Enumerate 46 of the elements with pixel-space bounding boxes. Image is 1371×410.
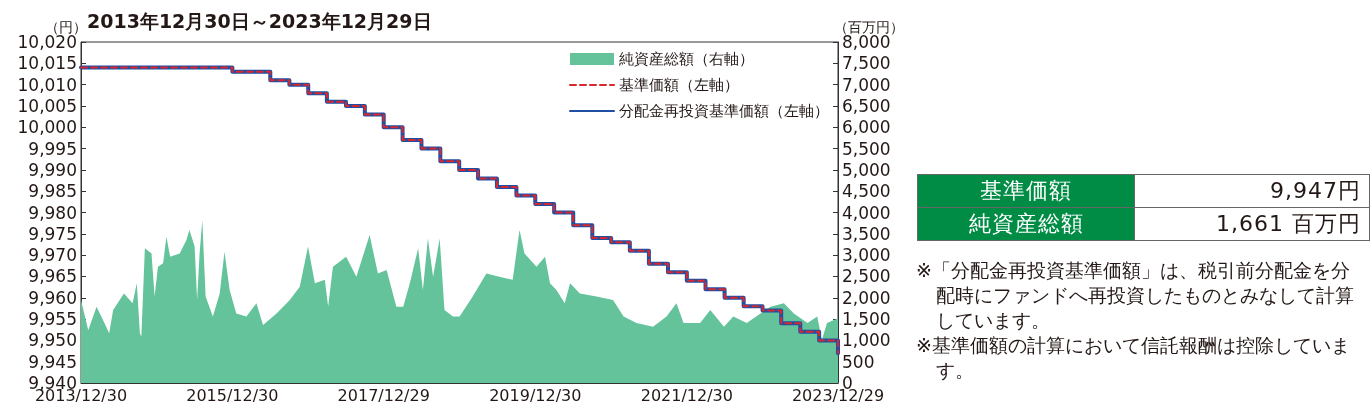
y-tick-label: 9,970 bbox=[28, 245, 77, 266]
legend-label: 基準価額（左軸） bbox=[619, 76, 739, 94]
y-tick-label: 9,950 bbox=[28, 330, 77, 351]
y2-tick-label: 5,500 bbox=[842, 138, 891, 159]
y2-tick-label: 4,500 bbox=[842, 181, 891, 202]
y-tick-label: 10,000 bbox=[17, 117, 77, 138]
y2-tick-label: 1,000 bbox=[842, 330, 891, 351]
y2-axis-title: （百万円） bbox=[834, 18, 904, 35]
y-tick-label: 9,960 bbox=[28, 287, 77, 308]
y2-tick-label: 7,000 bbox=[842, 74, 891, 95]
text: ※基準価額の計算において信託報酬は控除しています。 bbox=[916, 333, 1351, 383]
y-tick-label: 9,965 bbox=[28, 266, 77, 287]
text: 純資産総額 bbox=[917, 207, 1135, 241]
y-axis-title: （円） bbox=[45, 18, 87, 35]
y2-tick-label: 6,000 bbox=[842, 117, 891, 138]
chart-title: 2013年12月30日～2023年12月29日 bbox=[87, 9, 432, 32]
y2-tick-label: 3,000 bbox=[842, 245, 891, 266]
x-tick-label: 2015/12/30 bbox=[186, 385, 279, 405]
y2-tick-label: 500 bbox=[842, 351, 875, 372]
text: 9,947円 bbox=[1134, 174, 1370, 208]
y2-tick-label: 6,500 bbox=[842, 95, 891, 116]
x-tick-label: 2017/12/29 bbox=[337, 385, 430, 405]
text: 1,661 百万円 bbox=[1134, 207, 1370, 241]
y-tick-label: 9,955 bbox=[28, 309, 77, 330]
y-tick-label: 9,945 bbox=[28, 351, 77, 372]
y2-tick-label: 3,500 bbox=[842, 223, 891, 244]
y2-tick-label: 4,000 bbox=[842, 202, 891, 223]
y-tick-label: 9,990 bbox=[28, 159, 77, 180]
y-tick-label: 10,015 bbox=[17, 53, 77, 74]
y-tick-label: 9,980 bbox=[28, 202, 77, 223]
y2-tick-label: 2,000 bbox=[842, 287, 891, 308]
y-tick-label: 9,995 bbox=[28, 138, 77, 159]
text: ※「分配金再投資基準価額」は、税引前分配金を分配時にファンドへ再投資したものとみなして計算しています。 bbox=[916, 258, 1355, 333]
y-tick-label: 10,010 bbox=[17, 74, 77, 95]
y2-tick-label: 5,000 bbox=[842, 159, 891, 180]
x-tick-label: 2021/12/30 bbox=[640, 385, 733, 405]
y-tick-label: 10,005 bbox=[17, 95, 77, 116]
text: 基準価額 bbox=[917, 174, 1135, 208]
y2-tick-label: 2,500 bbox=[842, 266, 891, 287]
legend-label: 分配金再投資基準価額（左軸） bbox=[619, 102, 829, 120]
y-tick-label: 9,985 bbox=[28, 181, 77, 202]
y-tick-label: 9,975 bbox=[28, 223, 77, 244]
legend-label: 純資産総額（右軸） bbox=[619, 50, 754, 68]
x-tick-label: 2019/12/30 bbox=[489, 385, 582, 405]
y2-tick-label: 1,500 bbox=[842, 309, 891, 330]
y2-tick-label: 7,500 bbox=[842, 53, 891, 74]
